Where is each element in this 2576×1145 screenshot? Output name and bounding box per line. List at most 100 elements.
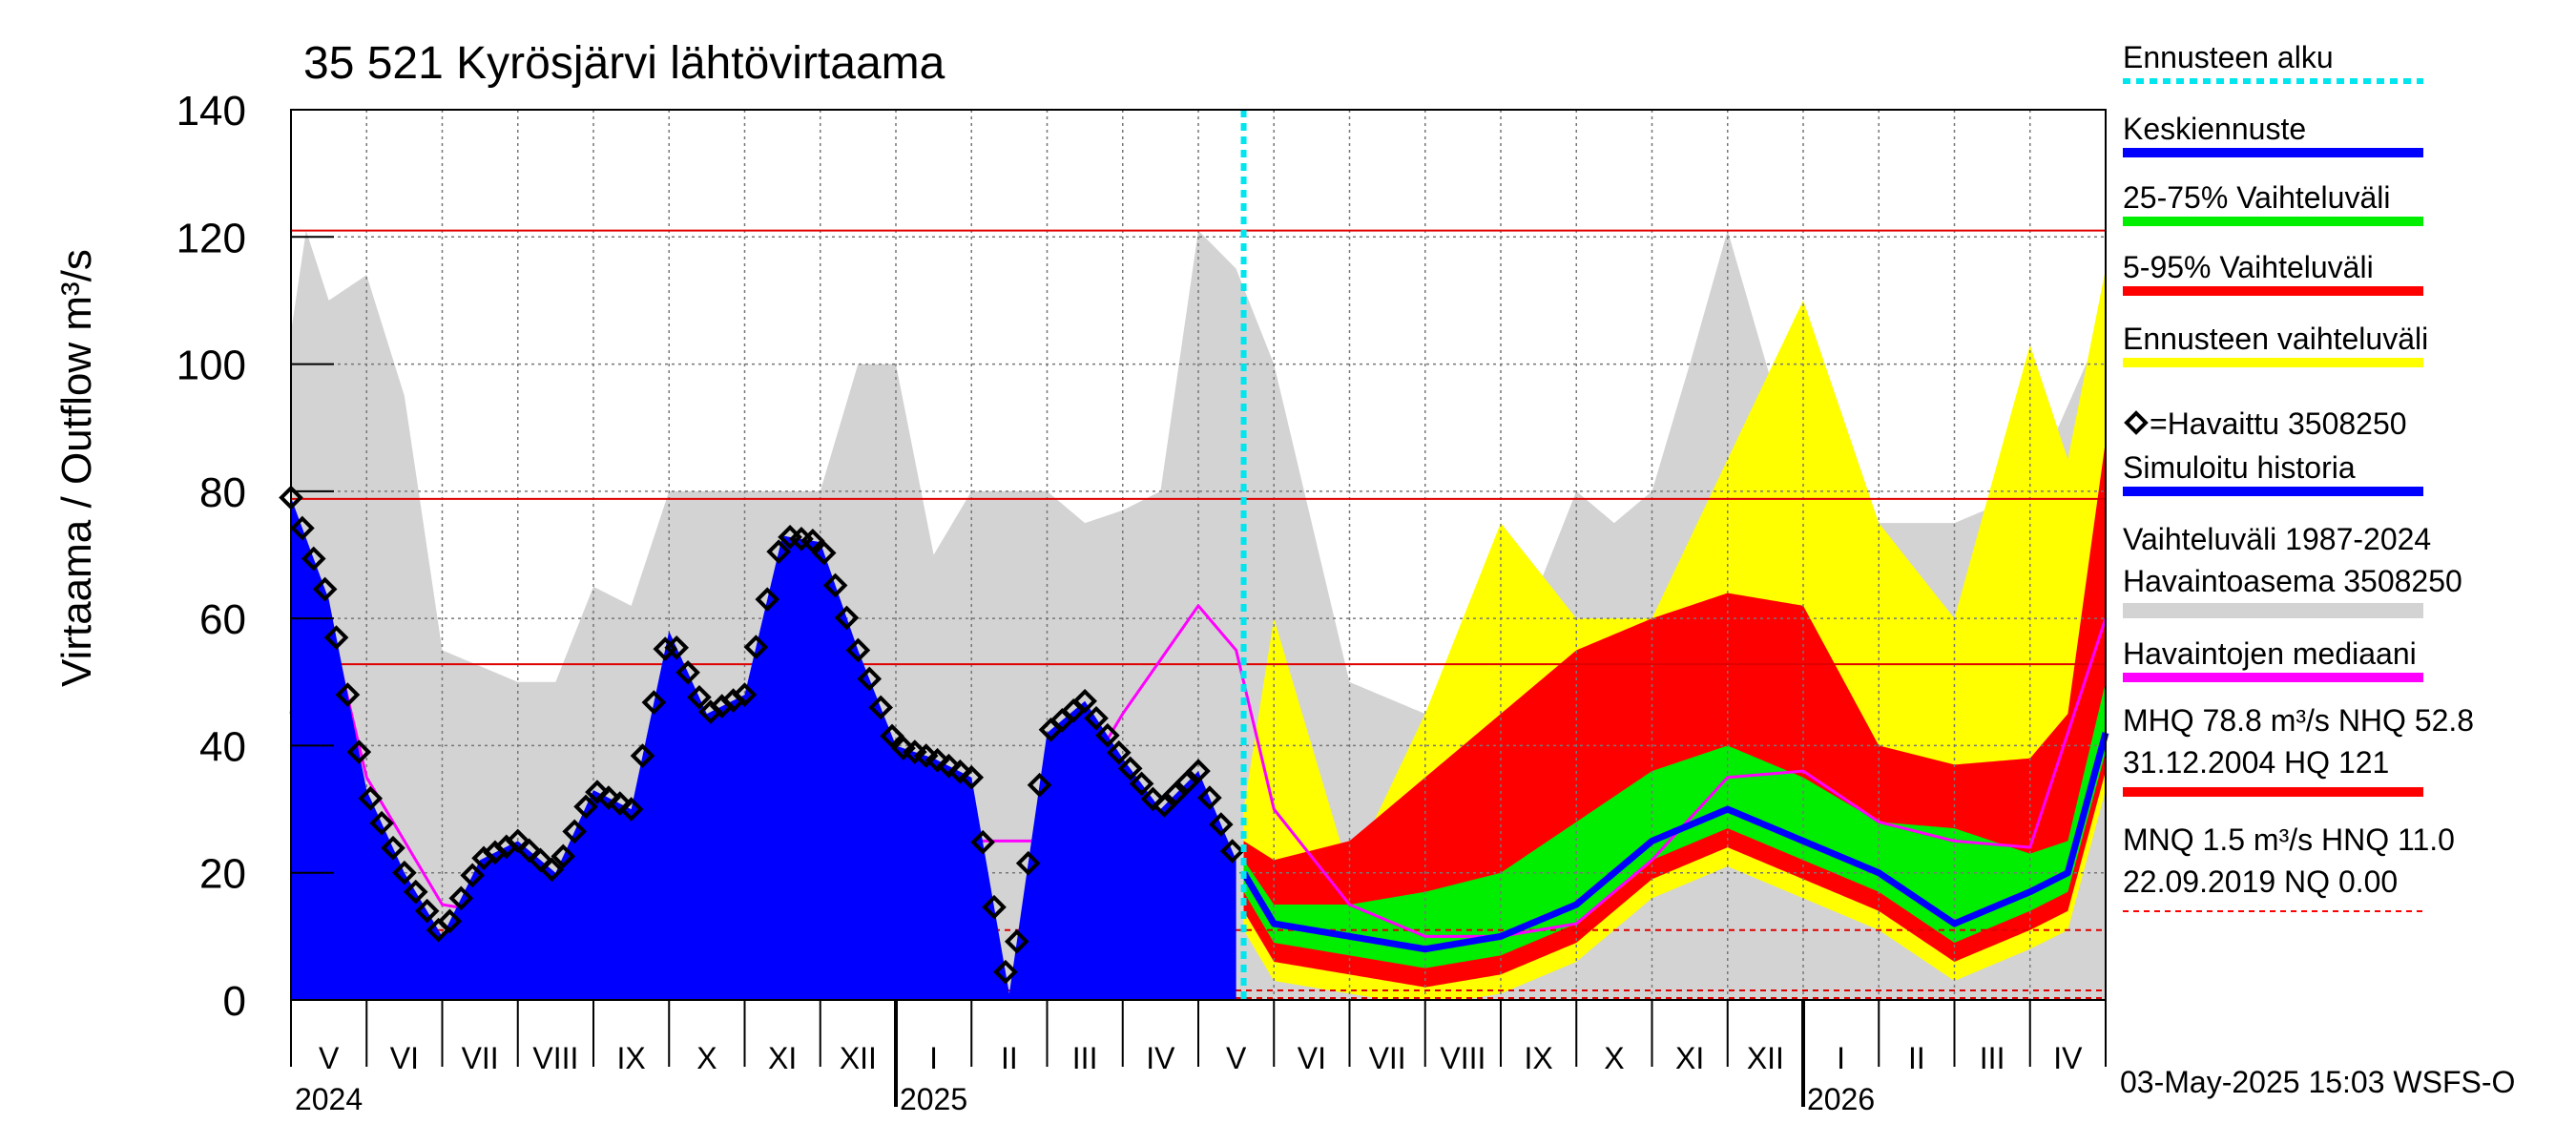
y-tick-label: 140: [177, 88, 246, 135]
month-label: IV: [2053, 1041, 2083, 1075]
legend-label: Ennusteen vaihteluväli: [2123, 322, 2428, 356]
observed-point: [323, 625, 349, 650]
observed-point: [800, 529, 825, 553]
legend-label: Keskiennuste: [2123, 112, 2306, 146]
observed-point: [1106, 739, 1132, 765]
observed-point: [743, 635, 769, 659]
observed-point: [551, 843, 576, 869]
observed-point: [290, 515, 315, 541]
month-label: I: [929, 1041, 938, 1075]
y-tick-label: 20: [199, 851, 246, 898]
year-label: 2025: [900, 1082, 967, 1116]
observed-point: [585, 780, 610, 804]
observed-point: [766, 539, 791, 564]
simulated-history-fill: [291, 497, 1236, 1000]
y-tick-label: 60: [199, 596, 246, 643]
observed-point: [1084, 705, 1109, 731]
observed-point: [687, 684, 712, 710]
observed-point: [1095, 722, 1120, 748]
month-label: III: [1980, 1041, 2005, 1075]
observed-point: [437, 908, 463, 934]
observed-point: [1140, 786, 1166, 812]
observed-point: [880, 723, 904, 749]
observed-point: [403, 879, 428, 905]
month-label: II: [1908, 1041, 1925, 1075]
legend-label: 5-95% Vaihteluväli: [2123, 250, 2374, 284]
observed-point: [993, 959, 1018, 985]
observed-point: [539, 857, 565, 883]
month-label: VI: [390, 1041, 419, 1075]
month-label: X: [1604, 1041, 1624, 1075]
observed-point: [845, 637, 871, 663]
observed-point: [301, 546, 326, 572]
observed-point: [312, 576, 338, 602]
legend-label: MNQ 1.5 m³/s HNQ 11.0: [2123, 822, 2455, 857]
forecast-25-75-band: [1243, 681, 2106, 968]
observed-point: [573, 794, 598, 820]
legend-label: Havaintoasema 3508250: [2123, 564, 2462, 598]
legend-label: MHQ 78.8 m³/s NHQ 52.8: [2123, 703, 2474, 738]
observation-layer: [279, 110, 1247, 1000]
observed-point: [630, 743, 655, 768]
month-label: X: [696, 1041, 717, 1075]
month-label: V: [319, 1041, 340, 1075]
observed-point: [947, 759, 973, 784]
legend-label: 31.12.2004 HQ 121: [2123, 745, 2389, 780]
observed-point: [414, 898, 440, 924]
observed-point: [641, 690, 667, 715]
legend-label: Simuloitu historia: [2123, 450, 2356, 485]
footer-timestamp: 03-May-2025 15:03 WSFS-O: [2120, 1065, 2515, 1099]
mean-forecast-line: [1240, 732, 2109, 953]
observed-point: [1117, 756, 1143, 781]
observed-point: [1197, 785, 1222, 810]
month-label: VIII: [532, 1041, 578, 1075]
month-label: II: [1001, 1041, 1018, 1075]
legend-label: 22.09.2019 NQ 0.00: [2123, 864, 2398, 899]
observed-point: [732, 682, 758, 707]
observed-point: [936, 753, 962, 779]
observed-point: [1208, 812, 1234, 837]
year-label: 2024: [295, 1082, 363, 1116]
observed-point: [369, 810, 394, 836]
chart-title: 35 521 Kyrösjärvi lähtövirtaama: [303, 38, 945, 89]
legend: Ennusteen alku Keskiennuste 25-75% Vaihtel…: [2123, 40, 2474, 912]
month-label: VII: [462, 1041, 499, 1075]
observed-point: [868, 695, 893, 720]
legend-label: Vaihteluväli 1987-2024: [2123, 522, 2431, 556]
observed-point: [970, 829, 995, 855]
observed-point: [811, 540, 837, 566]
observed-point: [675, 659, 700, 685]
legend-label: =Havaittu 3508250: [2150, 406, 2407, 441]
month-label: VI: [1298, 1041, 1326, 1075]
observed-point: [392, 860, 417, 885]
month-label: XII: [840, 1041, 877, 1075]
month-label: IX: [617, 1041, 646, 1075]
month-label: IV: [1146, 1041, 1175, 1075]
y-tick-label: 120: [177, 215, 246, 261]
observed-point: [596, 785, 621, 810]
y-tick-label: 0: [223, 978, 246, 1025]
observed-point: [1219, 839, 1245, 864]
observed-point: [1004, 928, 1029, 954]
observed-point: [834, 605, 860, 631]
month-label: XI: [1675, 1041, 1704, 1075]
observed-point: [857, 666, 883, 692]
observed-point: [381, 835, 405, 861]
month-label: XI: [768, 1041, 797, 1075]
observed-point: [460, 863, 486, 888]
observed-point: [618, 797, 644, 822]
y-tick-label: 80: [199, 469, 246, 516]
y-tick-label: 40: [199, 723, 246, 770]
month-label: I: [1837, 1041, 1845, 1075]
legend-label: Ennusteen alku: [2123, 40, 2334, 74]
observed-point: [335, 682, 361, 707]
observed-point: [982, 894, 1007, 920]
legend-label: 25-75% Vaihteluväli: [2123, 180, 2390, 215]
observed-point: [448, 885, 474, 911]
observed-point: [562, 819, 588, 844]
month-label: VII: [1369, 1041, 1406, 1075]
observed-point: [358, 785, 384, 811]
legend-swatch-diamond: [2124, 410, 2149, 435]
